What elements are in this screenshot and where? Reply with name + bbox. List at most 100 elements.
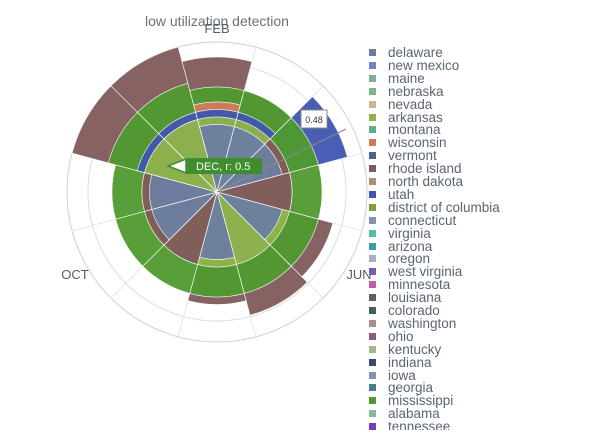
- legend-item[interactable]: indiana: [368, 354, 432, 370]
- legend-item[interactable]: virginia: [368, 225, 431, 241]
- legend-label: west virginia: [388, 264, 463, 280]
- legend-label: arkansas: [388, 109, 443, 125]
- radial-tick-label: 0.48: [305, 115, 323, 125]
- legend-swatch: [369, 61, 376, 69]
- legend-swatch: [369, 397, 376, 405]
- legend-label: connecticut: [388, 212, 457, 228]
- legend-swatch: [369, 178, 376, 185]
- legend-item[interactable]: maine: [368, 72, 425, 85]
- legend-label: louisiana: [388, 290, 442, 306]
- legend-swatch: [369, 87, 376, 95]
- legend-label: mississippi: [388, 393, 454, 409]
- legend-label: minnesota: [388, 277, 451, 293]
- legend-label: nebraska: [388, 83, 444, 99]
- legend-swatch: [369, 307, 376, 314]
- legend-swatch: [369, 332, 376, 340]
- legend-swatch: [369, 49, 376, 56]
- legend-label: delaware: [388, 46, 443, 60]
- legend-swatch: [369, 255, 376, 263]
- legend-label: montana: [388, 122, 441, 138]
- legend-item[interactable]: nebraska: [368, 83, 444, 99]
- legend-item[interactable]: kentucky: [368, 341, 442, 357]
- legend-swatch: [369, 165, 376, 173]
- legend-label: rhode island: [388, 161, 462, 177]
- legend-swatch: [369, 113, 376, 121]
- legend-swatch: [369, 345, 376, 353]
- legend-label: new mexico: [388, 57, 460, 73]
- legend-item[interactable]: nevada: [368, 96, 433, 112]
- legend-swatch: [369, 139, 376, 147]
- legend-label: iowa: [388, 367, 416, 383]
- legend-label: tennessee: [388, 419, 451, 430]
- legend-swatch: [369, 152, 376, 160]
- legend-label: arizona: [388, 238, 433, 254]
- legend-item[interactable]: connecticut: [368, 212, 457, 228]
- legend-label: indiana: [388, 354, 432, 370]
- legend-item[interactable]: colorado: [368, 304, 440, 317]
- legend-item[interactable]: washington: [368, 317, 456, 330]
- legend: delaware new mexico maine nebraska nevada ark…: [368, 46, 598, 430]
- legend-swatch: [369, 294, 376, 302]
- polar-axis: FEB JUN OCT 0.48: [61, 21, 371, 282]
- angular-label-oct: OCT: [61, 267, 89, 282]
- legend-item[interactable]: montana: [368, 122, 441, 138]
- legend-swatch: [369, 190, 376, 198]
- chart-overlays: DEC, r: 0.5: [165, 157, 262, 175]
- hover-box: [186, 158, 262, 174]
- legend-swatch: [369, 100, 376, 108]
- legend-item[interactable]: tennessee: [368, 420, 450, 430]
- legend-item[interactable]: delaware: [368, 46, 443, 59]
- legend-swatch: [369, 281, 376, 289]
- legend-label: district of columbia: [388, 199, 500, 215]
- legend-swatch: [369, 216, 376, 224]
- legend-label: maine: [388, 70, 425, 86]
- legend-swatch: [369, 384, 376, 392]
- legend-item[interactable]: oregon: [368, 251, 431, 267]
- legend-label: utah: [388, 186, 415, 202]
- legend-swatch: [369, 242, 376, 250]
- legend-swatch: [369, 358, 376, 366]
- legend-item[interactable]: ohio: [368, 330, 414, 343]
- legend-item[interactable]: rhode island: [368, 162, 462, 175]
- legend-label: washington: [388, 315, 457, 331]
- legend-item[interactable]: new mexico: [368, 59, 459, 72]
- legend-item[interactable]: district of columbia: [368, 201, 500, 214]
- legend-swatch: [369, 423, 376, 430]
- radial-tick-box: [300, 109, 328, 129]
- legend-item[interactable]: vermont: [368, 149, 437, 162]
- chart-title: low utilization detection: [145, 13, 289, 29]
- legend-swatch: [369, 319, 376, 327]
- legend-label: kentucky: [388, 341, 442, 357]
- legend-item[interactable]: arizona: [368, 238, 433, 254]
- legend-label: alabama: [388, 406, 440, 422]
- legend-item[interactable]: west virginia: [368, 264, 463, 280]
- legend-item[interactable]: north dakota: [368, 175, 463, 188]
- legend-item[interactable]: iowa: [368, 367, 416, 383]
- legend-item[interactable]: wisconsin: [368, 136, 447, 150]
- hover-label: DEC, r: 0.5: [196, 161, 250, 173]
- angular-label-feb: FEB: [204, 21, 229, 36]
- legend-swatch: [369, 203, 376, 211]
- legend-label: virginia: [388, 225, 431, 241]
- legend-swatch: [369, 371, 376, 379]
- legend-label: vermont: [388, 148, 437, 164]
- legend-item[interactable]: utah: [368, 188, 414, 201]
- legend-label: georgia: [388, 380, 434, 396]
- legend-swatch: [369, 229, 376, 237]
- legend-label: nevada: [388, 96, 433, 112]
- legend-item[interactable]: louisiana: [368, 291, 441, 304]
- legend-label: north dakota: [388, 174, 464, 189]
- angular-label-jun: JUN: [346, 267, 371, 282]
- legend-item[interactable]: georgia: [368, 380, 434, 396]
- radial-axis: [216, 128, 347, 193]
- legend-item[interactable]: arkansas: [368, 109, 443, 125]
- legend-swatch: [369, 74, 376, 82]
- legend-item[interactable]: alabama: [368, 407, 440, 420]
- legend-item[interactable]: minnesota: [368, 278, 450, 291]
- legend-label: ohio: [388, 328, 414, 344]
- legend-item[interactable]: mississippi: [368, 393, 454, 409]
- legend-swatch: [369, 126, 376, 134]
- legend-swatch: [369, 268, 376, 276]
- legend-label: oregon: [388, 251, 431, 267]
